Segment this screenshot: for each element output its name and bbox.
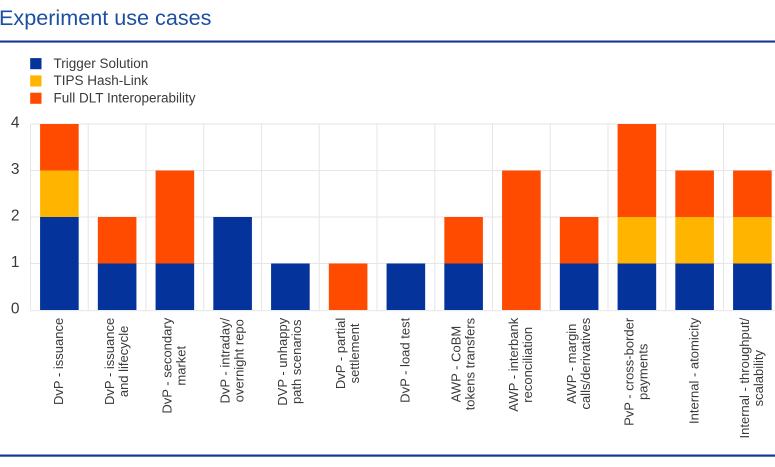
svg-text:path scenarios: path scenarios bbox=[289, 319, 304, 404]
svg-text:DvP - issuance: DvP - issuance bbox=[102, 318, 117, 405]
svg-text:and lifecycle: and lifecycle bbox=[116, 326, 131, 398]
svg-text:DvP - issuance: DvP - issuance bbox=[51, 318, 66, 405]
svg-text:DvP - partial: DvP - partial bbox=[333, 318, 348, 389]
svg-text:AWP - interbank: AWP - interbank bbox=[506, 317, 521, 411]
svg-text:market: market bbox=[174, 345, 189, 385]
svg-text:2: 2 bbox=[11, 207, 20, 224]
svg-text:Full DLT Interoperability: Full DLT Interoperability bbox=[54, 90, 196, 105]
svg-text:DVP - unhappy: DVP - unhappy bbox=[275, 317, 290, 405]
svg-text:reconciliation: reconciliation bbox=[520, 327, 535, 403]
svg-text:Experiment use cases: Experiment use cases bbox=[0, 5, 212, 30]
svg-text:overnight repo: overnight repo bbox=[231, 319, 246, 402]
svg-text:Internal - atomicity: Internal - atomicity bbox=[686, 317, 701, 424]
svg-text:scalability: scalability bbox=[751, 349, 766, 406]
svg-text:calls/derivatives: calls/derivatives bbox=[578, 317, 593, 409]
svg-text:AWP - CoBM: AWP - CoBM bbox=[448, 326, 463, 403]
svg-text:DvP - intraday/: DvP - intraday/ bbox=[217, 317, 232, 403]
svg-text:Internal - throughput/: Internal - throughput/ bbox=[737, 317, 752, 438]
svg-text:Trigger Solution: Trigger Solution bbox=[54, 56, 149, 71]
svg-text:tokens transfers: tokens transfers bbox=[462, 317, 477, 410]
svg-text:settlement: settlement bbox=[347, 323, 362, 383]
svg-text:DvP - load test: DvP - load test bbox=[398, 317, 413, 402]
svg-text:4: 4 bbox=[11, 114, 20, 131]
svg-text:3: 3 bbox=[11, 161, 20, 178]
svg-text:payments: payments bbox=[636, 343, 651, 400]
svg-text:1: 1 bbox=[11, 254, 20, 271]
svg-text:AWP - margin: AWP - margin bbox=[564, 324, 579, 404]
svg-text:PvP - cross-border: PvP - cross-border bbox=[622, 317, 637, 426]
svg-text:DvP - secondary: DvP - secondary bbox=[160, 317, 175, 413]
svg-text:TIPS Hash-Link: TIPS Hash-Link bbox=[54, 73, 149, 88]
svg-text:0: 0 bbox=[11, 300, 20, 317]
